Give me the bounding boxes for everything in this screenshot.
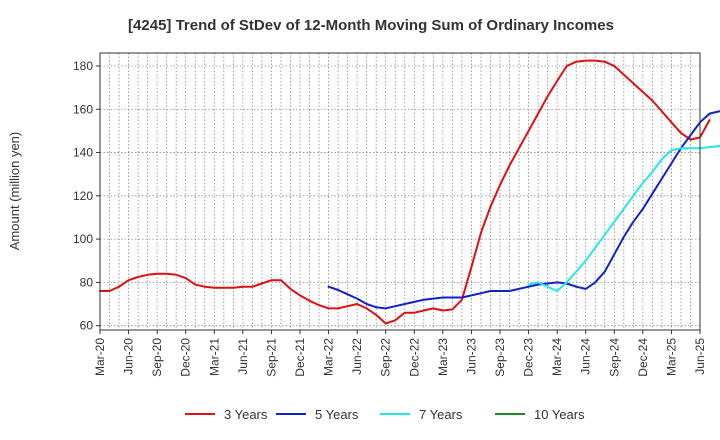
legend-label: 10 Years bbox=[534, 407, 585, 422]
legend: 3 Years 5 Years 7 Years 10 Years bbox=[185, 407, 585, 422]
x-tick-label: Jun-21 bbox=[236, 338, 250, 375]
chart-title: [4245] Trend of StDev of 12-Month Moving… bbox=[128, 17, 614, 34]
series-line-7-years bbox=[527, 144, 720, 292]
legend-label: 3 Years bbox=[224, 407, 268, 422]
series-line-3-years bbox=[99, 59, 711, 325]
x-tick-label: Dec-22 bbox=[407, 338, 421, 377]
y-tick-label: 80 bbox=[80, 275, 94, 289]
x-tick-label: Dec-23 bbox=[522, 338, 536, 377]
x-tick-label: Jun-23 bbox=[464, 338, 478, 375]
series-line-5-years bbox=[327, 110, 720, 310]
x-tick-label: Sep-22 bbox=[379, 338, 393, 377]
x-tick-label: Jun-22 bbox=[350, 338, 364, 375]
x-tick-label: Jun-20 bbox=[122, 338, 136, 375]
x-tick-label: Sep-24 bbox=[607, 338, 621, 377]
x-tick-label: Sep-20 bbox=[150, 338, 164, 377]
x-tick-label: Mar-22 bbox=[322, 338, 336, 376]
y-tick-label: 180 bbox=[73, 59, 93, 73]
x-tick-label: Sep-23 bbox=[493, 338, 507, 377]
x-tick-label: Sep-21 bbox=[264, 338, 278, 377]
grid-lines bbox=[100, 53, 701, 330]
y-axis-label: Amount (million yen) bbox=[7, 132, 22, 251]
y-tick-label: 140 bbox=[73, 146, 93, 160]
x-tick-label: Mar-20 bbox=[93, 338, 107, 376]
x-tick-label: Jun-25 bbox=[693, 338, 707, 375]
x-tick-label: Mar-25 bbox=[664, 338, 678, 376]
x-tick-label: Mar-23 bbox=[436, 338, 450, 376]
x-tick-labels: Mar-20 Jun-20 Sep-20 Dec-20 Mar-21 Jun-21 Sep-… bbox=[93, 330, 707, 377]
x-tick-label: Mar-24 bbox=[550, 338, 564, 376]
series-lines bbox=[99, 59, 720, 325]
x-tick-label: Dec-24 bbox=[636, 338, 650, 377]
x-tick-label: Mar-21 bbox=[207, 338, 221, 376]
legend-label: 7 Years bbox=[419, 407, 463, 422]
x-tick-label: Dec-21 bbox=[293, 338, 307, 377]
x-tick-label: Dec-20 bbox=[179, 338, 193, 377]
legend-label: 5 Years bbox=[315, 407, 359, 422]
plot-area bbox=[99, 52, 701, 331]
y-tick-label: 120 bbox=[73, 189, 93, 203]
y-tick-label: 100 bbox=[73, 232, 93, 246]
y-tick-labels: 60 80 100 120 140 160 180 bbox=[73, 59, 100, 333]
y-tick-label: 60 bbox=[80, 319, 94, 333]
y-tick-label: 160 bbox=[73, 102, 93, 116]
x-tick-label: Jun-24 bbox=[579, 338, 593, 375]
